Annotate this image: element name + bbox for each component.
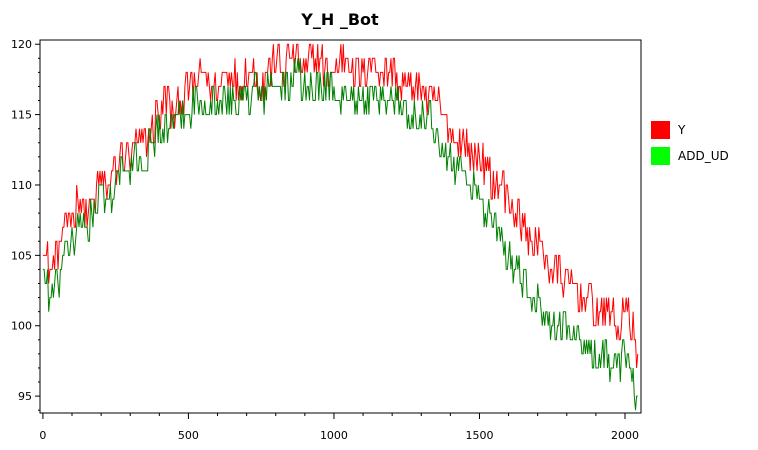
- legend-item-add-ud: ADD_UD: [651, 147, 729, 165]
- chart-title: Y_H _Bot: [301, 10, 379, 29]
- legend-label-y: Y: [678, 123, 686, 137]
- y-tick-label: 95: [18, 390, 32, 403]
- legend-item-y: Y: [651, 121, 729, 139]
- y-axis-ticks: 95 100 105 110 115 120: [11, 38, 40, 411]
- y-tick-label: 110: [11, 179, 32, 192]
- x-axis-ticks: 0 500 1000 1500 2000: [39, 413, 639, 442]
- legend-label-add-ud: ADD_UD: [678, 149, 729, 163]
- y-tick-label: 105: [11, 249, 32, 262]
- x-tick-label: 500: [178, 429, 199, 442]
- x-tick-label: 1000: [320, 429, 348, 442]
- legend-swatch-y: [651, 121, 670, 139]
- y-tick-label: 115: [11, 109, 32, 122]
- legend-swatch-add-ud: [651, 147, 670, 165]
- x-tick-label: 0: [39, 429, 46, 442]
- plot-area: [39, 39, 642, 414]
- legend: Y ADD_UD: [651, 121, 729, 173]
- y-tick-label: 120: [11, 38, 32, 51]
- y-tick-label: 100: [11, 320, 32, 333]
- series-line-y: [42, 43, 639, 369]
- x-tick-label: 2000: [611, 429, 639, 442]
- x-tick-label: 1500: [465, 429, 493, 442]
- series-lines: [42, 43, 639, 411]
- series-line-add-ud: [42, 58, 638, 411]
